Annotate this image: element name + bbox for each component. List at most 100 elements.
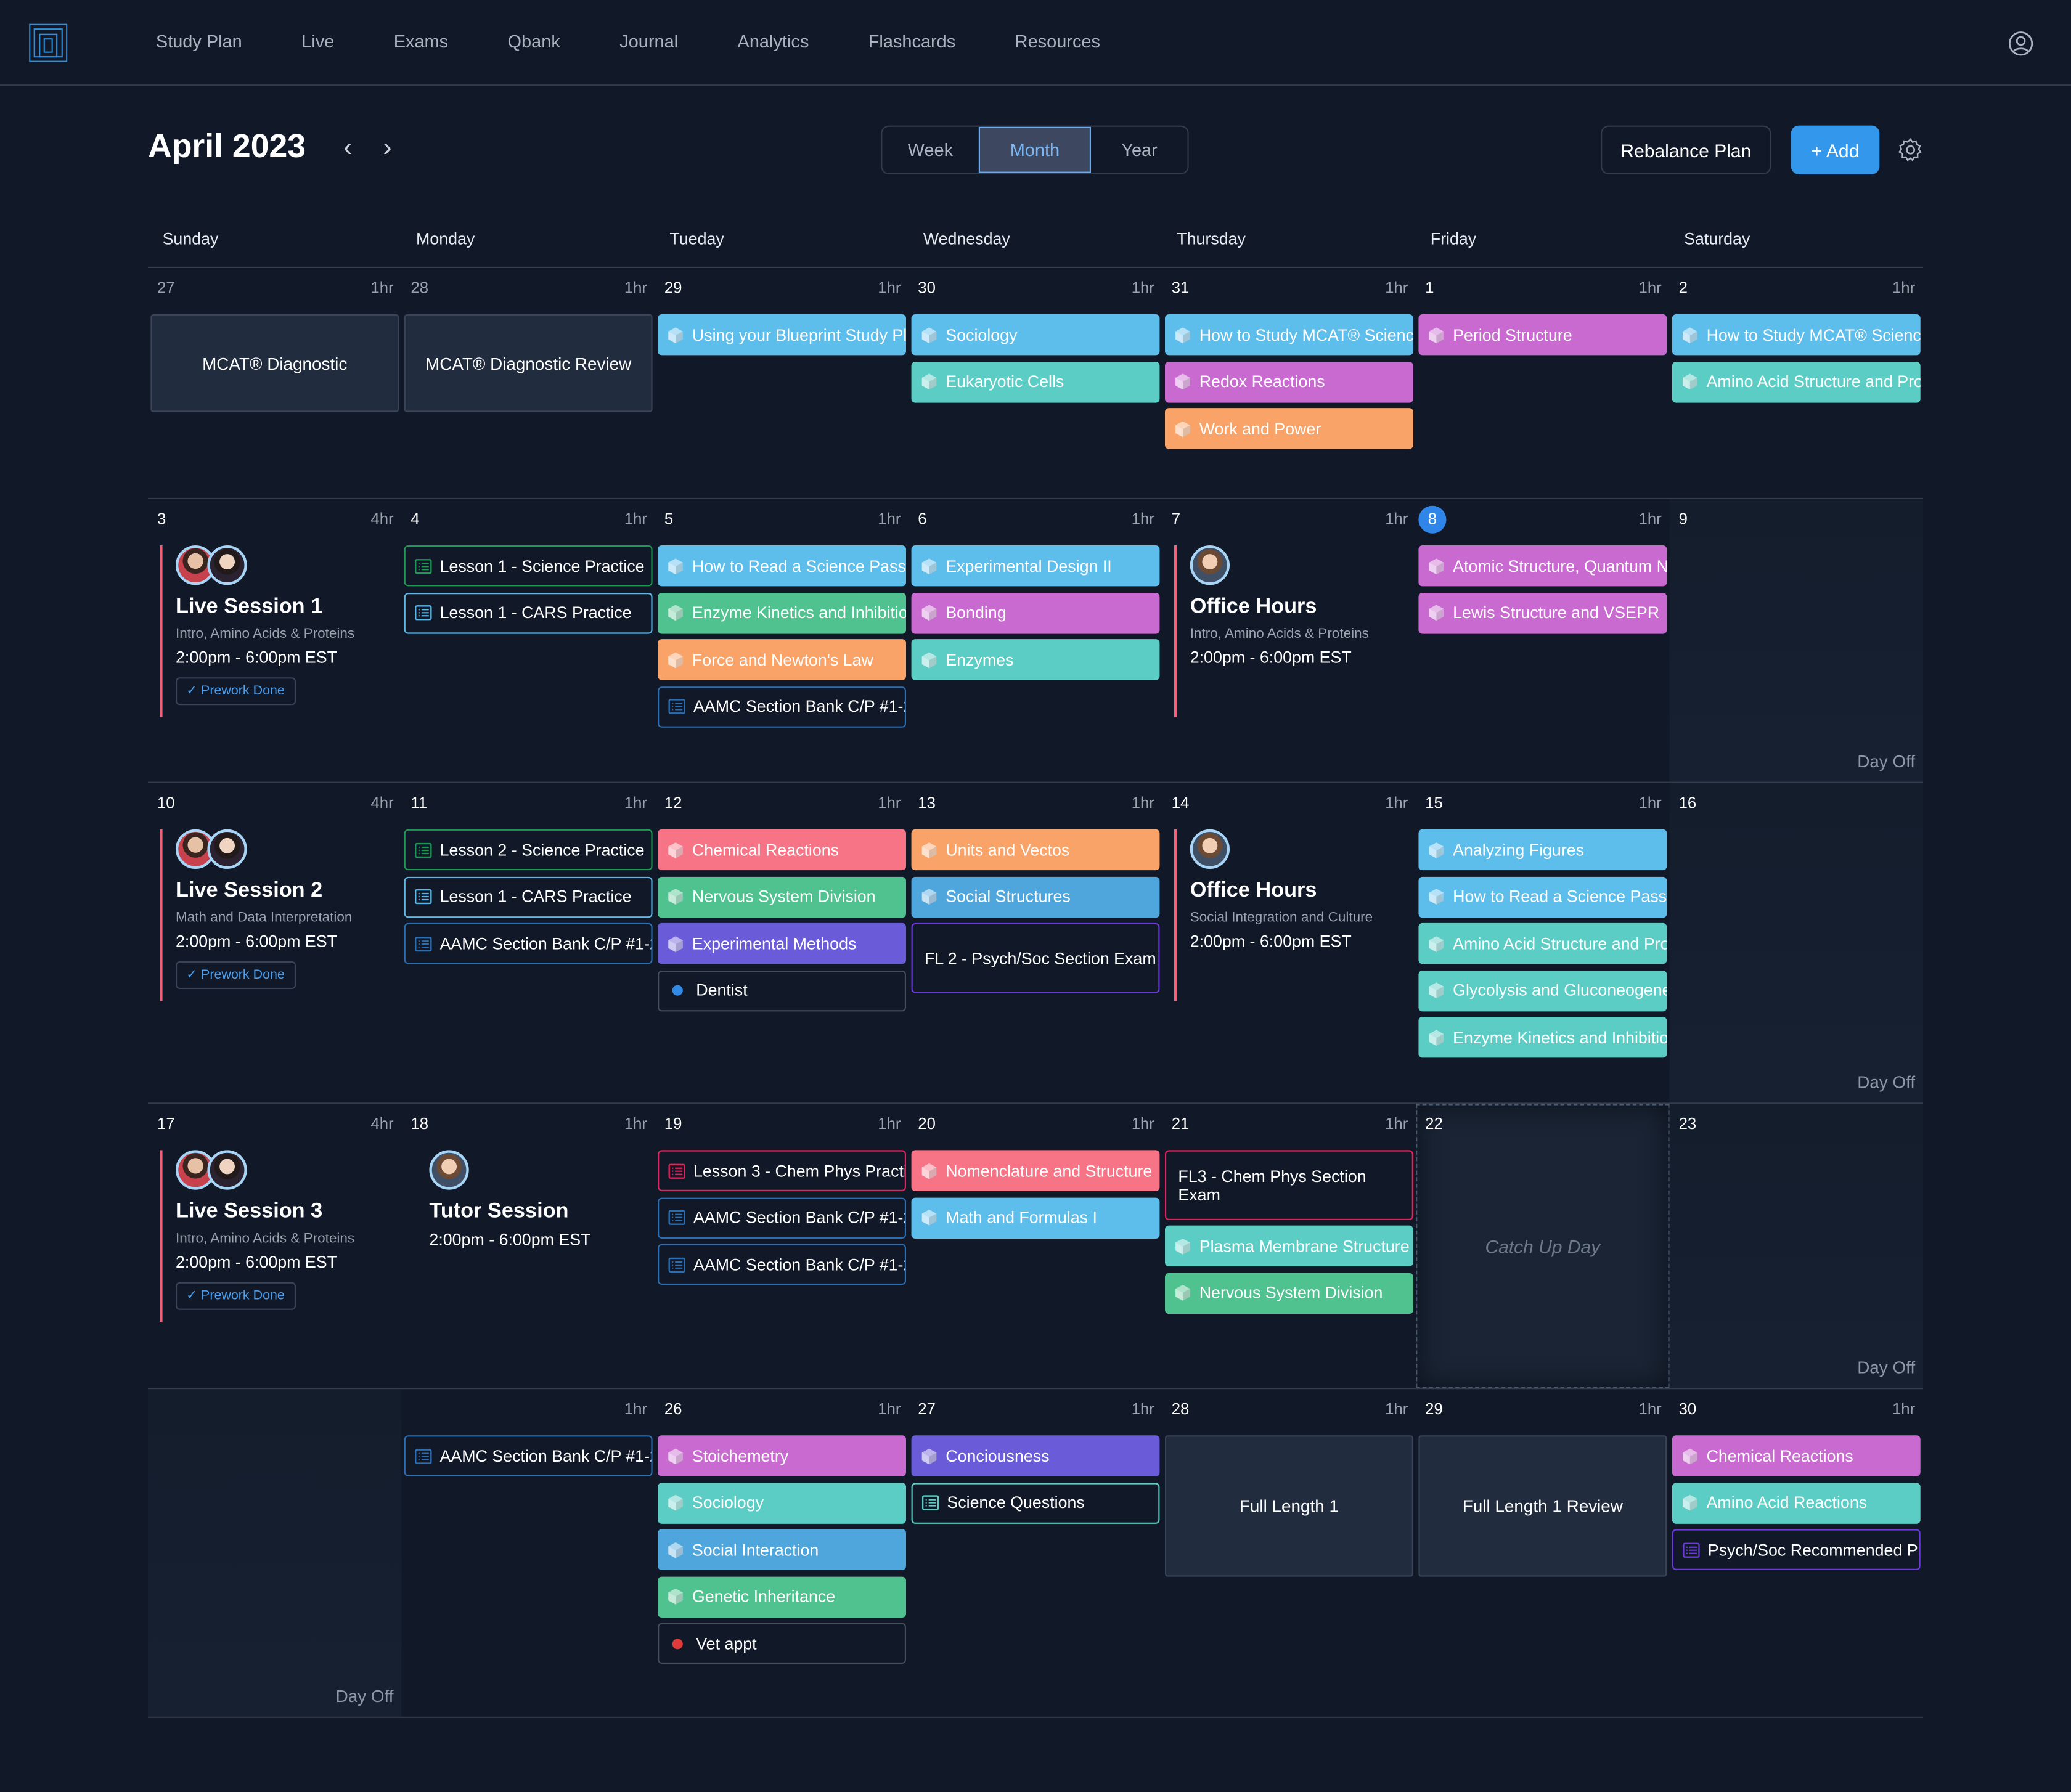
- event-chip[interactable]: AAMC Section Bank C/P #1-2: [658, 1244, 906, 1285]
- prework-done-badge[interactable]: ✓ Prework Done: [176, 1282, 295, 1310]
- user-account-icon[interactable]: [2008, 30, 2034, 57]
- day-cell[interactable]: 11 1hr Lesson 2 - Science Practice Lesson 1…: [401, 783, 655, 1103]
- rebalance-plan-button[interactable]: Rebalance Plan: [1601, 125, 1771, 174]
- event-chip[interactable]: Genetic Inheritance: [658, 1576, 906, 1617]
- event-chip[interactable]: Social Structures: [911, 876, 1160, 918]
- event-chip[interactable]: Lewis Structure and VSEPR: [1418, 592, 1667, 633]
- event-chip[interactable]: AAMC Section Bank C/P #1-2: [658, 1197, 906, 1238]
- event-chip[interactable]: Psych/Soc Recommended Practice: [1672, 1529, 1921, 1570]
- day-cell[interactable]: 26 1hr Stoichemetry Sociology Social Interac…: [655, 1389, 909, 1716]
- event-block[interactable]: MCAT® Diagnostic: [150, 314, 399, 412]
- event-chip[interactable]: Atomic Structure, Quantum Numbers: [1418, 545, 1667, 587]
- day-cell[interactable]: 18 1hr Tutor Session 2:00pm - 6:00pm EST: [401, 1104, 655, 1388]
- add-button[interactable]: + Add: [1791, 125, 1880, 174]
- day-cell[interactable]: 28 1hr Full Length 1: [1162, 1389, 1416, 1716]
- day-cell[interactable]: 4 1hr Lesson 1 - Science Practice Lesson 1 …: [401, 499, 655, 782]
- event-block[interactable]: Full Length 1 Review: [1418, 1435, 1667, 1577]
- event-chip[interactable]: Lesson 2 - Science Practice: [404, 829, 653, 871]
- event-chip[interactable]: Stoichemetry: [658, 1435, 906, 1476]
- session-event[interactable]: Live Session 1 Intro, Amino Acids & Prote…: [160, 545, 394, 717]
- event-chip[interactable]: Conciousness: [911, 1435, 1160, 1476]
- event-chip[interactable]: How to Read a Science Passage: [1418, 876, 1667, 918]
- event-chip[interactable]: Dentist: [658, 969, 906, 1011]
- day-cell[interactable]: 7 1hr Office Hours Intro, Amino Acids & Pro…: [1162, 499, 1416, 782]
- event-chip[interactable]: Science Questions: [911, 1482, 1160, 1523]
- day-cell[interactable]: 19 1hr Lesson 3 - Chem Phys Practice AAMC S…: [655, 1104, 909, 1388]
- day-cell[interactable]: 5 1hr How to Read a Science Passage Enzyme …: [655, 499, 909, 782]
- event-chip[interactable]: Lesson 3 - Chem Phys Practice: [658, 1150, 906, 1191]
- event-chip[interactable]: Eukaryotic Cells: [911, 361, 1160, 402]
- session-event[interactable]: Live Session 2 Math and Data Interpretati…: [160, 829, 394, 1001]
- exam-event[interactable]: FL3 - Chem Phys Section Exam: [1165, 1150, 1413, 1220]
- day-cell[interactable]: Catch Up Day 22: [1416, 1104, 1670, 1388]
- event-chip[interactable]: Nervous System Division: [1165, 1272, 1413, 1314]
- event-chip[interactable]: Nomenclature and Structure: [911, 1150, 1160, 1191]
- event-chip[interactable]: Experimental Methods: [658, 922, 906, 964]
- nav-journal[interactable]: Journal: [619, 31, 679, 52]
- day-cell[interactable]: 10 4hr Live Session 2 Math and Data Interpr…: [148, 783, 401, 1103]
- day-cell[interactable]: 21 1hr FL3 - Chem Phys Section Exam Plasma …: [1162, 1104, 1416, 1388]
- session-event[interactable]: Office Hours Intro, Amino Acids & Protein…: [1174, 545, 1408, 717]
- event-chip[interactable]: Vet appt: [658, 1623, 906, 1664]
- event-chip[interactable]: Work and Power: [1165, 408, 1413, 449]
- day-cell[interactable]: Day Off 23: [1669, 1104, 1923, 1388]
- day-cell[interactable]: Day Off: [148, 1389, 402, 1717]
- event-chip[interactable]: Lesson 1 - CARS Practice: [404, 876, 653, 918]
- event-chip[interactable]: AAMC Section Bank C/P #1-2: [658, 686, 906, 727]
- event-block[interactable]: Full Length 1: [1165, 1435, 1413, 1577]
- day-cell[interactable]: 12 1hr Chemical Reactions Nervous System Di…: [655, 783, 909, 1103]
- prev-month-button[interactable]: ‹: [343, 133, 353, 163]
- event-chip[interactable]: Amino Acid Structure and Properties: [1418, 922, 1667, 964]
- tab-month[interactable]: Month: [978, 126, 1092, 173]
- session-event[interactable]: Office Hours Social Integration and Cultu…: [1174, 829, 1408, 1001]
- nav-analytics[interactable]: Analytics: [737, 31, 809, 52]
- event-chip[interactable]: AAMC Section Bank C/P #1-2: [404, 1435, 653, 1476]
- event-chip[interactable]: Amino Acid Reactions: [1672, 1482, 1921, 1523]
- event-chip[interactable]: Plasma Membrane Structure: [1165, 1225, 1413, 1266]
- event-chip[interactable]: Force and Newton's Law: [658, 639, 906, 680]
- event-chip[interactable]: Enzyme Kinetics and Inhibition: [1418, 1017, 1667, 1058]
- day-cell[interactable]: 30 1hr Chemical Reactions Amino Acid Reacti…: [1670, 1389, 1923, 1716]
- prework-done-badge[interactable]: ✓ Prework Done: [176, 961, 295, 989]
- event-chip[interactable]: AAMC Section Bank C/P #1-2: [404, 922, 653, 964]
- day-cell[interactable]: 8 1hr Atomic Structure, Quantum Numbers Lew…: [1416, 499, 1669, 782]
- nav-live[interactable]: Live: [301, 31, 335, 52]
- nav-qbank[interactable]: Qbank: [507, 31, 560, 52]
- day-cell[interactable]: Day Off 9: [1669, 499, 1923, 782]
- event-chip[interactable]: How to Read a Science Passage: [658, 545, 906, 587]
- day-cell[interactable]: 13 1hr Units and Vectos Social Structures FL…: [909, 783, 1162, 1103]
- event-chip[interactable]: Using your Blueprint Study Plan: [658, 314, 906, 356]
- day-cell[interactable]: 14 1hr Office Hours Social Integration and …: [1162, 783, 1416, 1103]
- tab-week[interactable]: Week: [907, 140, 954, 160]
- event-chip[interactable]: Amino Acid Structure and Properties: [1672, 361, 1921, 402]
- day-cell[interactable]: 1hr AAMC Section Bank C/P #1-2: [401, 1389, 655, 1716]
- event-chip[interactable]: Units and Vectos: [911, 829, 1160, 871]
- event-chip[interactable]: Analyzing Figures: [1418, 829, 1667, 871]
- day-cell[interactable]: 31 1hr How to Study MCAT® Science Redox Rea…: [1162, 268, 1416, 498]
- catch-up-day[interactable]: Catch Up Day: [1416, 1104, 1670, 1388]
- event-chip[interactable]: Chemical Reactions: [1672, 1435, 1921, 1476]
- day-cell[interactable]: Day Off 16: [1669, 783, 1923, 1103]
- prework-done-badge[interactable]: ✓ Prework Done: [176, 677, 295, 706]
- event-chip[interactable]: Enzyme Kinetics and Inhibition: [658, 592, 906, 633]
- event-chip[interactable]: Nervous System Division: [658, 876, 906, 918]
- event-chip[interactable]: Social Interaction: [658, 1529, 906, 1570]
- event-chip[interactable]: Bonding: [911, 592, 1160, 633]
- gear-icon[interactable]: [1898, 137, 1923, 163]
- event-chip[interactable]: How to Study MCAT® Science: [1165, 314, 1413, 356]
- day-cell[interactable]: 1 1hr Period Structure: [1416, 268, 1669, 498]
- event-chip[interactable]: Period Structure: [1418, 314, 1667, 356]
- day-cell[interactable]: 20 1hr Nomenclature and Structure Math and …: [909, 1104, 1162, 1388]
- exam-event[interactable]: FL 2 - Psych/Soc Section Exam: [911, 922, 1160, 993]
- event-chip[interactable]: Enzymes: [911, 639, 1160, 680]
- event-chip[interactable]: Sociology: [658, 1482, 906, 1523]
- event-chip[interactable]: Sociology: [911, 314, 1160, 356]
- day-cell[interactable]: 27 1hr Conciousness Science Questions: [909, 1389, 1162, 1716]
- day-cell[interactable]: 30 1hr Sociology Eukaryotic Cells: [909, 268, 1162, 498]
- event-chip[interactable]: Chemical Reactions: [658, 829, 906, 871]
- day-cell[interactable]: 27 1hr MCAT® Diagnostic: [148, 268, 401, 498]
- event-chip[interactable]: How to Study MCAT® Science: [1672, 314, 1921, 356]
- event-chip[interactable]: Redox Reactions: [1165, 361, 1413, 402]
- event-chip[interactable]: Experimental Design II: [911, 545, 1160, 587]
- day-cell[interactable]: 29 1hr Using your Blueprint Study Plan: [655, 268, 909, 498]
